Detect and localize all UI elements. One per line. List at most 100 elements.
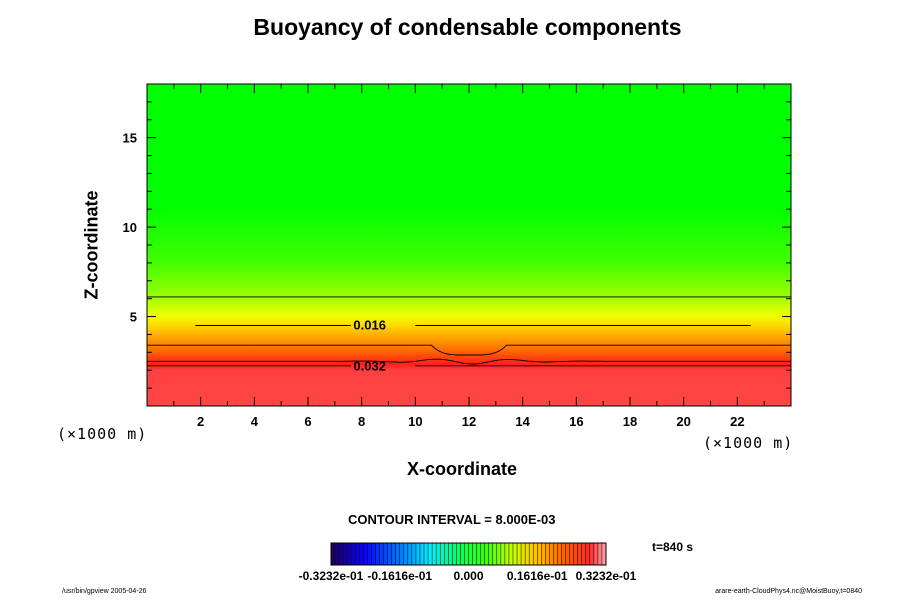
contour-line: [147, 344, 791, 356]
chart-title: Buoyancy of condensable components: [253, 14, 682, 40]
colorbar-swatch: [351, 543, 356, 565]
colorbar-swatch: [496, 543, 502, 565]
x-tick-label: 14: [515, 414, 530, 429]
time-label: t=840 s: [652, 540, 694, 554]
x-tick-label: 12: [462, 414, 476, 429]
colorbar-swatch: [436, 543, 441, 565]
colorbar-swatch: [589, 543, 595, 565]
colorbar-swatch: [460, 543, 465, 565]
colorbar-swatch: [355, 543, 360, 565]
colorbar-swatch: [601, 543, 607, 565]
colorbar-tick-label: -0.1616e-01: [367, 569, 432, 583]
colorbar-swatch: [347, 543, 352, 565]
colorbar-swatch: [335, 543, 340, 565]
colorbar-swatch: [508, 543, 514, 565]
colorbar-swatch: [403, 543, 409, 565]
contour-label: 0.032: [353, 359, 386, 374]
colorbar-tick-label: 0.000: [453, 569, 483, 583]
colorbar-swatch: [585, 543, 591, 565]
colorbar-swatch: [541, 543, 546, 565]
colorbar-swatch: [367, 543, 372, 565]
colorbar-swatch: [343, 543, 348, 565]
x-tick-label: 8: [358, 414, 365, 429]
footer-source: arare-earth-CloudPhys4.nc@MoistBuoy,t=08…: [715, 588, 862, 595]
colorbar-swatch: [517, 543, 522, 565]
colorbar-swatch: [472, 543, 477, 565]
colorbar-swatch: [500, 543, 506, 565]
colorbar-swatch: [549, 543, 554, 565]
colorbar-swatch: [492, 543, 498, 565]
colorbar-swatch: [537, 543, 542, 565]
colorbar-swatch: [411, 543, 417, 565]
y-tick-label: 15: [123, 131, 137, 146]
colorbar-swatch: [419, 543, 425, 565]
colorbar-swatch: [428, 543, 433, 565]
colorbar-swatch: [339, 543, 344, 565]
x-tick-label: 6: [304, 414, 311, 429]
colorbar-swatch: [363, 543, 368, 565]
y-tick-label: 10: [123, 220, 137, 235]
colorbar-frame: [330, 542, 607, 566]
colorbar-swatch: [581, 543, 587, 565]
x-axis-label: X-coordinate: [407, 459, 518, 479]
colorbar-swatch: [525, 543, 530, 565]
colorbar-swatch: [577, 543, 583, 565]
colorbar-swatch: [432, 543, 437, 565]
colorbar-tick-label: 0.1616e-01: [507, 569, 568, 583]
colorbar-swatch: [375, 543, 380, 565]
x-axis-unit: (×1000 m): [703, 434, 794, 452]
colorbar-swatch: [440, 543, 445, 565]
colorbar-swatch: [521, 543, 526, 565]
colorbar-swatch: [444, 543, 449, 565]
colorbar-swatch: [565, 543, 570, 565]
colorbar-swatch: [480, 543, 485, 565]
contour-interval-label: CONTOUR INTERVAL = 8.000E-03: [348, 512, 556, 527]
footer-command: /usr/bin/gpview 2005-04-26: [62, 588, 147, 595]
colorbar-swatch: [395, 543, 401, 565]
colorbar-swatch: [533, 543, 538, 565]
colorbar-swatch: [424, 543, 429, 565]
colorbar-swatch: [371, 543, 376, 565]
colorbar-swatch: [561, 543, 566, 565]
colorbar-swatch: [573, 543, 578, 565]
x-tick-label: 16: [569, 414, 583, 429]
colorbar-swatch: [359, 543, 364, 565]
x-tick-label: 10: [408, 414, 422, 429]
colorbar-swatch: [387, 543, 392, 565]
colorbar-tick-label: 0.3232e-01: [576, 569, 637, 583]
colorbar-swatch: [468, 543, 473, 565]
colorbar-swatch: [484, 543, 490, 565]
colorbar-swatch: [383, 543, 388, 565]
colorbar-swatch: [331, 543, 336, 565]
colorbar-swatch: [529, 543, 534, 565]
colorbar-swatch: [456, 543, 461, 565]
colorbar-swatch: [488, 543, 494, 565]
colorbar-swatch: [557, 543, 562, 565]
colorbar-tick-label: -0.3232e-01: [299, 569, 364, 583]
colorbar-swatch: [504, 543, 510, 565]
y-tick-label: 5: [130, 310, 137, 325]
x-tick-label: 18: [623, 414, 637, 429]
colorbar-swatch: [597, 543, 603, 565]
colorbar-swatch: [399, 543, 405, 565]
x-tick-label: 2: [197, 414, 204, 429]
colorbar-swatch: [452, 543, 457, 565]
colorbar-swatch: [569, 543, 574, 565]
colorbar-swatch: [407, 543, 413, 565]
colorbar-swatch: [391, 543, 397, 565]
colorbar-swatch: [415, 543, 421, 565]
colorbar-swatch: [464, 543, 469, 565]
x-tick-label: 4: [251, 414, 259, 429]
colorbar-swatch: [553, 543, 558, 565]
colorbar-swatch: [545, 543, 550, 565]
x-tick-label: 22: [730, 414, 744, 429]
colorbar-swatch: [448, 543, 453, 565]
buoyancy-field: [147, 84, 791, 406]
colorbar-swatch: [593, 543, 599, 565]
contour-label: 0.016: [353, 318, 386, 333]
y-axis-unit: (×1000 m): [57, 425, 148, 443]
x-tick-label: 20: [676, 414, 690, 429]
colorbar-swatch: [512, 543, 518, 565]
colorbar-swatch: [379, 543, 384, 565]
